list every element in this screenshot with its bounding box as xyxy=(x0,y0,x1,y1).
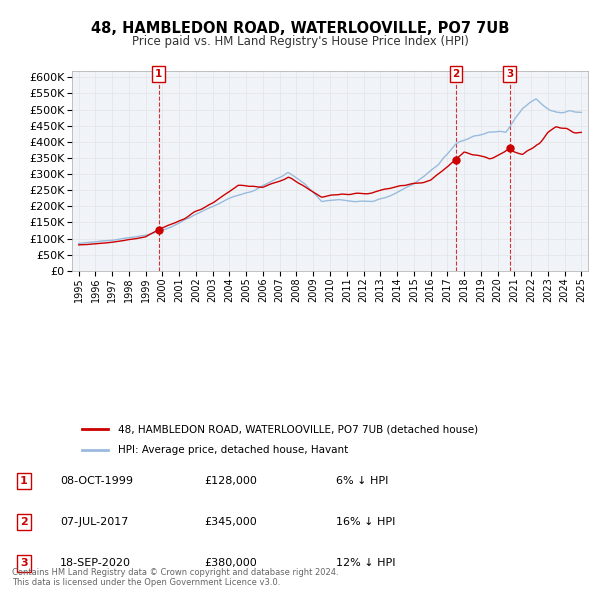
Text: Contains HM Land Registry data © Crown copyright and database right 2024.
This d: Contains HM Land Registry data © Crown c… xyxy=(12,568,338,587)
Text: 18-SEP-2020: 18-SEP-2020 xyxy=(60,559,131,568)
Text: 08-OCT-1999: 08-OCT-1999 xyxy=(60,476,133,486)
Text: 16% ↓ HPI: 16% ↓ HPI xyxy=(336,517,395,527)
Text: Price paid vs. HM Land Registry's House Price Index (HPI): Price paid vs. HM Land Registry's House … xyxy=(131,35,469,48)
Text: HPI: Average price, detached house, Havant: HPI: Average price, detached house, Hava… xyxy=(118,445,349,455)
Text: £380,000: £380,000 xyxy=(204,559,257,568)
Text: 48, HAMBLEDON ROAD, WATERLOOVILLE, PO7 7UB: 48, HAMBLEDON ROAD, WATERLOOVILLE, PO7 7… xyxy=(91,21,509,35)
Text: 07-JUL-2017: 07-JUL-2017 xyxy=(60,517,128,527)
Text: 1: 1 xyxy=(155,69,162,79)
Text: 3: 3 xyxy=(506,69,513,79)
Text: 12% ↓ HPI: 12% ↓ HPI xyxy=(336,559,395,568)
Text: 1: 1 xyxy=(20,476,28,486)
Text: 2: 2 xyxy=(452,69,460,79)
Text: 48, HAMBLEDON ROAD, WATERLOOVILLE, PO7 7UB (detached house): 48, HAMBLEDON ROAD, WATERLOOVILLE, PO7 7… xyxy=(118,424,479,434)
Text: 3: 3 xyxy=(20,559,28,568)
Text: £128,000: £128,000 xyxy=(204,476,257,486)
Text: £345,000: £345,000 xyxy=(204,517,257,527)
Text: 2: 2 xyxy=(20,517,28,527)
Text: 6% ↓ HPI: 6% ↓ HPI xyxy=(336,476,388,486)
